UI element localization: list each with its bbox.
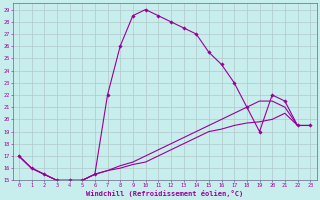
X-axis label: Windchill (Refroidissement éolien,°C): Windchill (Refroidissement éolien,°C) (86, 190, 243, 197)
